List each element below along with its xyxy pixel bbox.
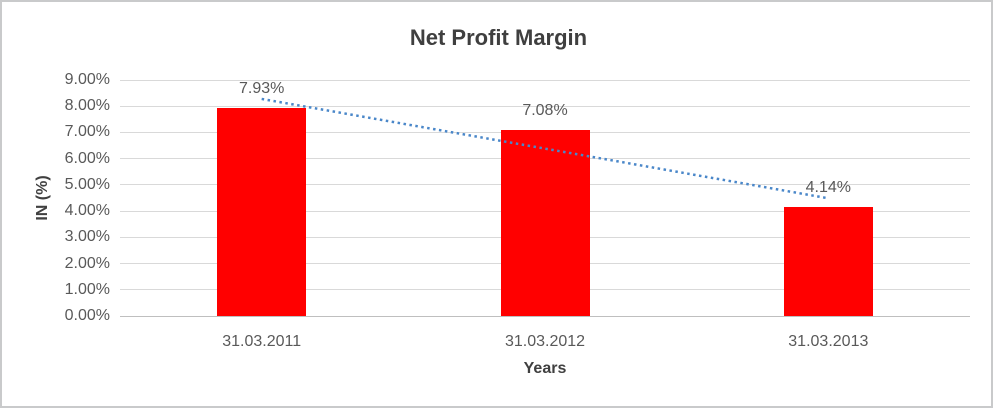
y-tick-label: 1.00% <box>64 280 110 298</box>
x-axis-title: Years <box>523 360 567 377</box>
y-tick-label: 8.00% <box>64 97 110 115</box>
gridline <box>120 79 970 81</box>
y-tick-label: 2.00% <box>64 254 110 272</box>
x-tick-label: 31.03.2012 <box>504 333 586 350</box>
data-label: 4.14% <box>805 179 852 197</box>
bar <box>500 130 590 316</box>
y-tick-label: 7.00% <box>64 123 110 141</box>
x-tick-label: 31.03.2013 <box>788 333 869 350</box>
y-tick-label: 9.00% <box>64 71 110 88</box>
data-label: 7.08% <box>522 102 568 120</box>
y-tick-label: 5.00% <box>64 175 110 193</box>
gridline <box>120 315 970 317</box>
y-tick-label: 3.00% <box>64 228 110 246</box>
y-tick-label: 4.00% <box>64 202 110 220</box>
y-tick-label: 6.00% <box>64 149 110 167</box>
x-tick-label: 31.03.2011 <box>222 333 302 350</box>
chart-title: Net Profit Margin <box>409 25 588 50</box>
bar <box>783 207 873 316</box>
bar <box>217 108 307 316</box>
y-tick-label: 0.00% <box>64 307 110 324</box>
data-label: 7.93% <box>238 80 285 98</box>
